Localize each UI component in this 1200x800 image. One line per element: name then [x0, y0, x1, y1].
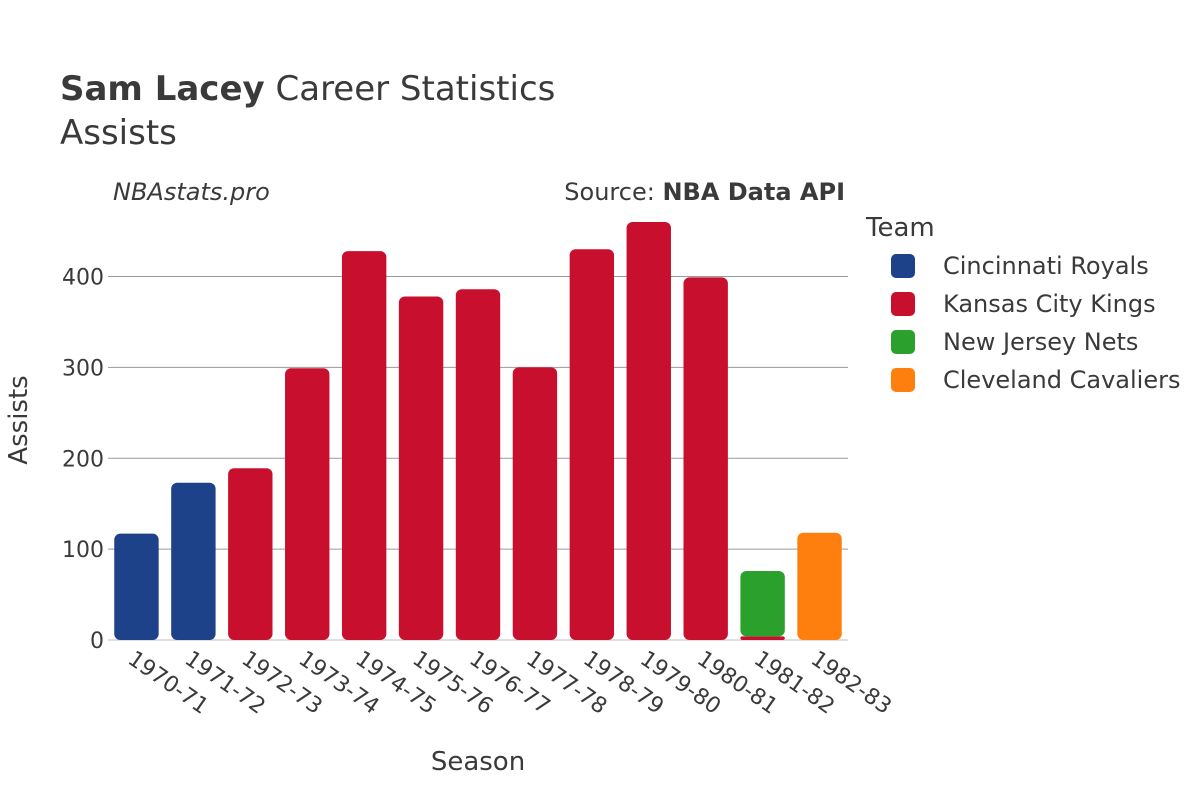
chart-subtitle: Assists	[60, 113, 177, 153]
source-name: NBA Data API	[662, 178, 845, 206]
y-tick-label: 0	[90, 629, 104, 654]
bar-1974-75-kansas-city-kings[interactable]	[341, 251, 387, 641]
source-credit: Source: NBA Data API	[564, 178, 845, 206]
y-tick-label: 200	[62, 447, 104, 472]
chart-title: Sam Lacey Career Statistics	[60, 69, 555, 109]
legend-swatch	[891, 368, 915, 392]
y-axis-title: Assists	[4, 375, 34, 464]
bar-1971-72-cincinnati-royals[interactable]	[171, 482, 216, 640]
bar-1979-80-kansas-city-kings[interactable]	[626, 222, 671, 640]
watermark: NBAstats.pro	[113, 178, 270, 206]
title-suffix: Career Statistics	[265, 69, 556, 109]
y-tick-label: 300	[62, 356, 104, 381]
bar-1980-81-kansas-city-kings[interactable]	[683, 277, 728, 640]
y-tick-label: 400	[62, 266, 104, 291]
bar-1972-73-kansas-city-kings[interactable]	[228, 468, 273, 640]
bar-1977-78-kansas-city-kings[interactable]	[512, 367, 558, 640]
bar-1970-71-cincinnati-royals[interactable]	[114, 533, 159, 640]
y-tick-labels: 0 100 200 300 400	[62, 266, 104, 654]
legend-item-label: New Jersey Nets	[943, 328, 1138, 356]
legend-item-label: Cincinnati Royals	[943, 252, 1149, 280]
bar-1981-82-kansas-city-kings[interactable]	[740, 636, 785, 640]
bars	[114, 222, 842, 641]
bar-1975-76-kansas-city-kings[interactable]	[398, 296, 444, 640]
y-tick-label: 100	[62, 538, 104, 563]
legend-item-label: Kansas City Kings	[943, 290, 1156, 318]
source-label: Source:	[564, 178, 662, 206]
bar-1976-77-kansas-city-kings[interactable]	[455, 289, 501, 640]
bar-1981-82-new-jersey-nets[interactable]	[740, 570, 785, 637]
legend-swatch	[891, 330, 915, 354]
legend-title: Team	[865, 213, 935, 243]
bar-1982-83-cleveland-cavaliers[interactable]	[797, 532, 842, 640]
x-tick-labels: 1970-711971-721972-731973-741974-751975-…	[123, 646, 896, 719]
legend-swatch	[891, 254, 915, 278]
legend-swatch	[891, 292, 915, 316]
legend-item-label: Cleveland Cavaliers	[943, 366, 1180, 394]
x-axis-title: Season	[431, 747, 525, 777]
title-player-name: Sam Lacey	[60, 69, 265, 109]
bar-1978-79-kansas-city-kings[interactable]	[569, 249, 615, 640]
bar-1973-74-kansas-city-kings[interactable]	[285, 368, 330, 640]
legend: Cincinnati Royals Kansas City Kings New Je…	[891, 252, 1180, 394]
